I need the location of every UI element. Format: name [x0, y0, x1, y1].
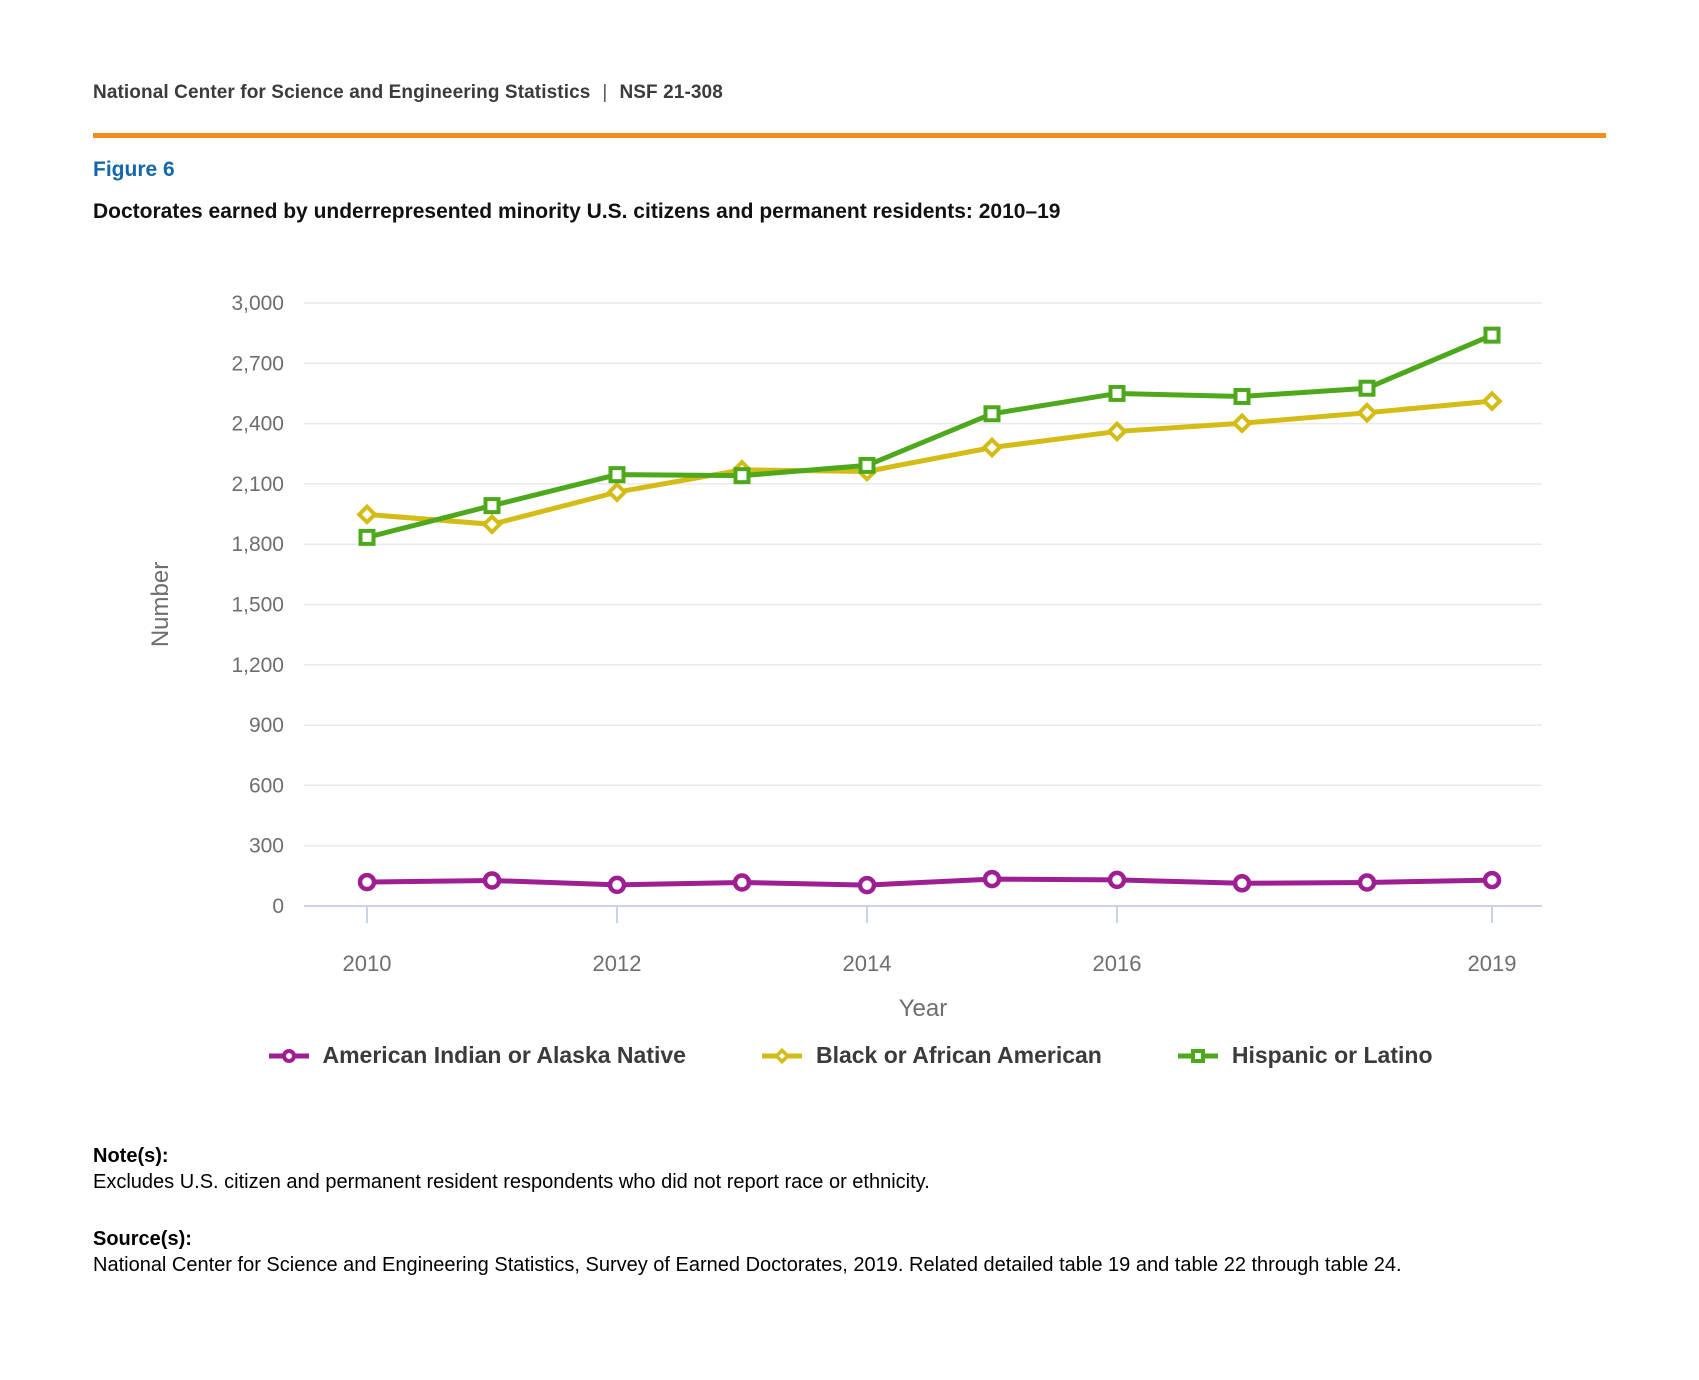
line-chart: 0 300 600 900 1,200 1,500 1,800 2,100 2,400 2,700… — [147, 292, 1542, 1022]
svg-text:2,100: 2,100 — [231, 473, 284, 496]
svg-text:2014: 2014 — [843, 951, 892, 976]
legend-item-american-indian-alaska-native: American Indian or Alaska Native — [267, 1042, 686, 1069]
svg-text:3,000: 3,000 — [231, 292, 284, 315]
header-divider: | — [602, 82, 608, 103]
notes-section: Note(s): Excludes U.S. citizen and perma… — [93, 1143, 1606, 1279]
legend-label: Hispanic or Latino — [1231, 1042, 1433, 1068]
svg-text:2012: 2012 — [593, 951, 642, 976]
source-text: National Center for Science and Engineer… — [93, 1254, 1402, 1277]
legend-label: Black or African American — [815, 1042, 1102, 1068]
svg-text:900: 900 — [249, 714, 284, 737]
chart-legend: American Indian or Alaska Native Black o… — [93, 1042, 1606, 1069]
svg-text:1,200: 1,200 — [231, 654, 284, 677]
svg-text:1,500: 1,500 — [231, 594, 284, 617]
note-text: Excludes U.S. citizen and permanent resi… — [93, 1171, 930, 1194]
svg-text:2019: 2019 — [1468, 951, 1517, 976]
report-number: NSF 21-308 — [619, 82, 723, 103]
figure-title: Doctorates earned by underrepresented mi… — [93, 200, 1061, 223]
svg-text:1,800: 1,800 — [231, 533, 284, 556]
svg-text:Year: Year — [899, 995, 948, 1022]
legend-marker-diamond-icon — [760, 1047, 804, 1065]
legend-item-black-african-american: Black or African American — [760, 1042, 1102, 1069]
report-header: National Center for Science and Engineer… — [93, 82, 723, 104]
org-name: National Center for Science and Engineer… — [93, 82, 591, 103]
legend-label: American Indian or Alaska Native — [322, 1042, 686, 1068]
orange-divider-rule — [93, 133, 1606, 138]
legend-item-hispanic-latino: Hispanic or Latino — [1176, 1042, 1433, 1069]
legend-marker-circle-icon — [267, 1047, 311, 1065]
figure-label: Figure 6 — [93, 158, 175, 181]
svg-text:2010: 2010 — [343, 951, 392, 976]
svg-text:2,700: 2,700 — [231, 352, 284, 375]
note-label: Note(s): — [93, 1145, 169, 1167]
svg-text:2,400: 2,400 — [231, 413, 284, 436]
svg-text:2016: 2016 — [1093, 951, 1142, 976]
svg-text:300: 300 — [249, 835, 284, 858]
svg-text:600: 600 — [249, 774, 284, 797]
svg-text:0: 0 — [272, 895, 284, 918]
legend-marker-square-icon — [1176, 1047, 1220, 1065]
source-label: Source(s): — [93, 1227, 192, 1250]
svg-text:Number: Number — [147, 562, 174, 647]
